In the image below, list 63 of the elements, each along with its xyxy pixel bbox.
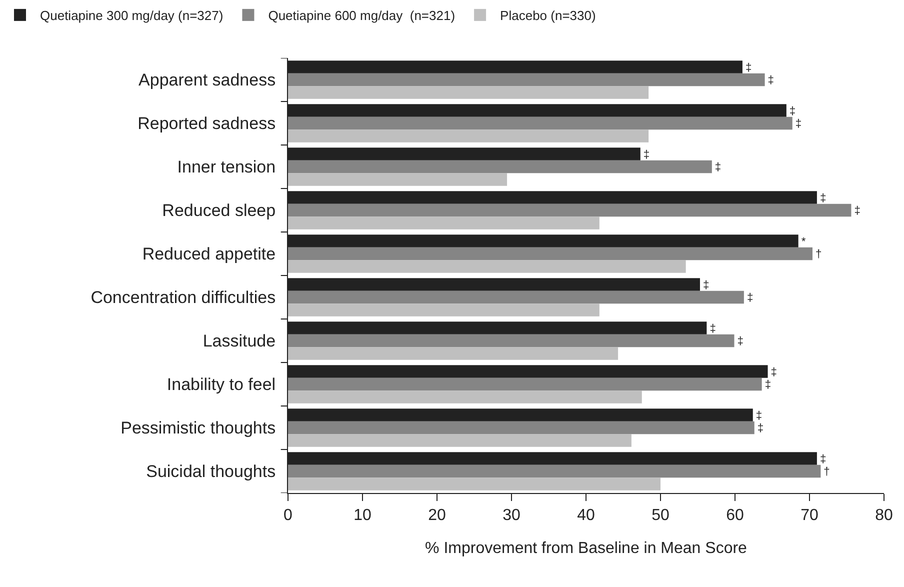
bar: [288, 216, 600, 230]
x-tick-label: 60: [726, 507, 744, 524]
data-label: ‡: [745, 62, 752, 74]
x-tick-label: 30: [502, 507, 520, 524]
bar: [288, 73, 765, 86]
bar: [288, 434, 632, 447]
x-tick-label: 0: [284, 507, 293, 524]
bar: [288, 464, 821, 478]
y-tick-label: Reduced sleep: [162, 201, 276, 220]
y-tick-label: Concentration difficulties: [90, 288, 276, 308]
bar: [288, 304, 600, 316]
data-label: ‡: [820, 453, 826, 466]
bar: [288, 160, 712, 174]
data-label: ‡: [737, 336, 744, 348]
data-label: ‡: [764, 379, 772, 392]
y-tick-label: Inability to feel: [166, 375, 276, 394]
x-tick-label: 80: [875, 507, 893, 524]
y-tick-label: Reduced appetite: [142, 244, 276, 264]
data-label: ‡: [710, 322, 716, 335]
data-label: ‡: [854, 205, 860, 218]
x-tick-label: 70: [800, 507, 818, 524]
y-tick-label: Apparent sadness: [138, 70, 276, 90]
x-tick-label: 10: [354, 507, 372, 524]
bar: [288, 347, 618, 360]
data-label: †: [824, 466, 830, 478]
data-label: ‡: [820, 192, 826, 204]
y-tick-label: Lassitude: [202, 332, 276, 351]
y-tick-label: Inner tension: [177, 158, 276, 177]
data-label: ‡: [757, 422, 764, 435]
data-label: ‡: [756, 410, 762, 422]
data-label: ‡: [795, 118, 802, 130]
legend-label: Quetiapine 300 mg/day (n=327): [40, 8, 224, 24]
bar: [288, 130, 649, 142]
bar: [288, 478, 660, 490]
x-tick-label: 50: [652, 507, 670, 524]
bar: [288, 421, 754, 434]
data-label: ‡: [643, 148, 650, 161]
y-tick-label: Reported sadness: [138, 114, 276, 134]
data-label: †: [815, 248, 822, 261]
bar: [288, 86, 649, 99]
legend-label: Placebo (n=330): [500, 8, 596, 24]
data-label: ‡: [714, 162, 722, 174]
bar: [288, 334, 734, 348]
bar: [288, 173, 508, 186]
bar: [288, 116, 792, 130]
bar: [288, 378, 762, 391]
y-tick-label: Pessimistic thoughts: [120, 418, 276, 438]
x-tick-label: 40: [577, 507, 595, 524]
legend-label: Quetiapine 600 mg/day (n=321): [268, 8, 456, 24]
bar: [288, 390, 642, 404]
data-label: ‡: [746, 292, 754, 304]
bar: [288, 260, 686, 273]
x-axis-title: % Improvement from Baseline in Mean Score: [425, 540, 748, 557]
y-tick-label: Suicidal thoughts: [146, 462, 276, 482]
data-label: ‡: [768, 74, 774, 87]
data-label: ‡: [789, 105, 796, 118]
x-tick-label: 20: [428, 507, 446, 524]
data-label: ‡: [702, 279, 710, 292]
bar: [288, 247, 812, 260]
bar: [288, 290, 744, 304]
data-label: *: [801, 236, 806, 248]
bar: [288, 204, 852, 217]
data-label: ‡: [770, 366, 777, 378]
